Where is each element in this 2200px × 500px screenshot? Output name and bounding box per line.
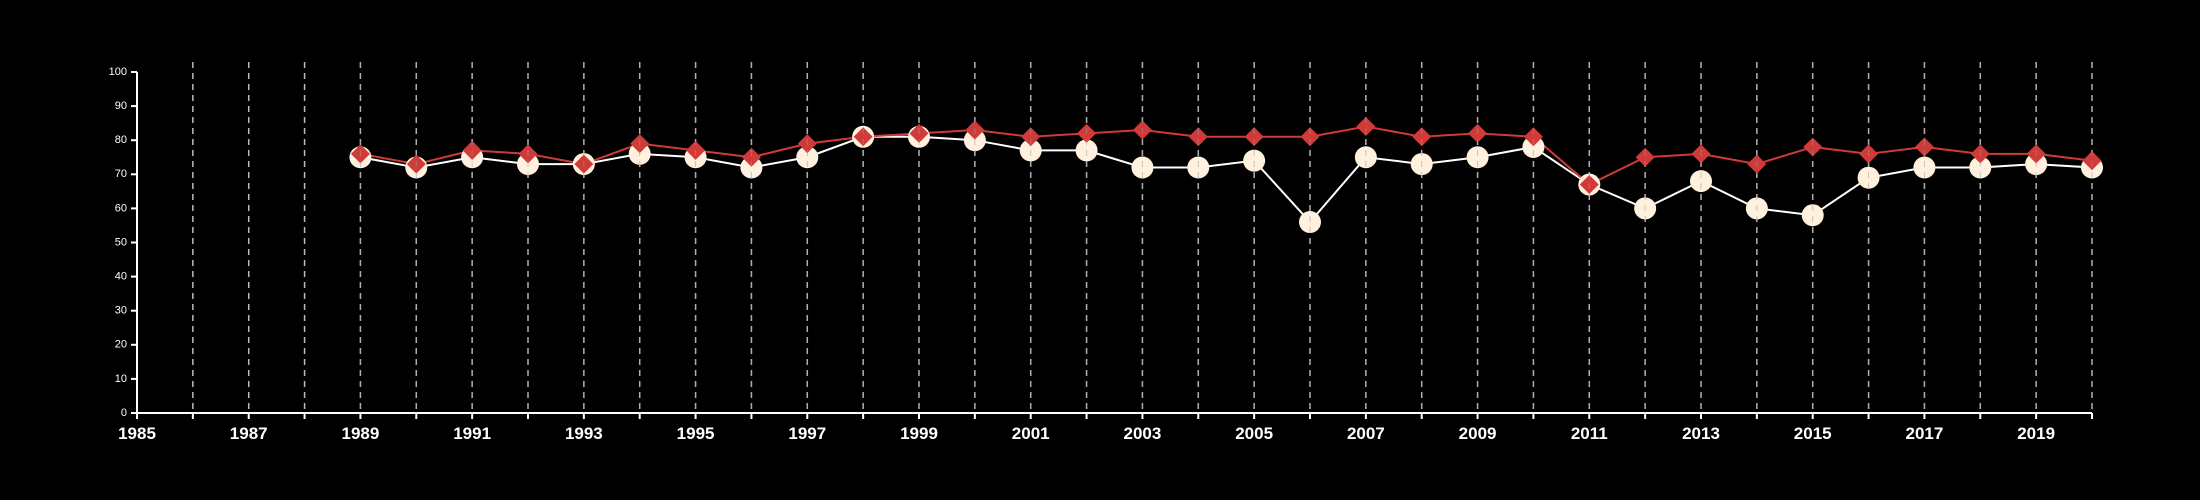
series-2-point (1635, 147, 1655, 167)
series-2-line (360, 125, 2093, 186)
series-1-point (1187, 156, 1210, 179)
x-tick-label: 1999 (900, 424, 938, 443)
x-tick-label: 1991 (453, 424, 491, 443)
series-2-point (2082, 151, 2102, 171)
series-1-point (796, 146, 819, 169)
series-2-point (1523, 127, 1543, 147)
x-tick-label: 1993 (565, 424, 603, 443)
x-tick-label: 1985 (118, 424, 156, 443)
series-1-point (1131, 156, 1154, 179)
x-tick-label: 2013 (1682, 424, 1720, 443)
series-1-point (740, 156, 763, 179)
y-tick-label: 50 (115, 236, 127, 248)
x-tick-label: 2007 (1347, 424, 1385, 443)
y-tick-label: 0 (121, 407, 127, 419)
x-tick-label: 1987 (230, 424, 268, 443)
x-tick-label: 2019 (2017, 424, 2055, 443)
series-2-point (1300, 127, 1320, 147)
x-tick-label: 2017 (1906, 424, 1944, 443)
y-tick-label: 20 (115, 339, 127, 351)
series-2-point (1188, 127, 1208, 147)
y-tick-label: 70 (115, 168, 127, 180)
series-2-point (853, 127, 873, 147)
marker-gridline-overlay (359, 62, 2093, 413)
series-1-point (1690, 170, 1712, 193)
y-tick-label: 10 (115, 373, 127, 385)
series-2-point (1803, 137, 1823, 157)
x-tick-label: 2009 (1459, 424, 1497, 443)
x-tick-label: 2015 (1794, 424, 1832, 443)
x-tick-label: 1997 (788, 424, 826, 443)
series-1-point (1522, 136, 1545, 159)
series-1-point (1354, 146, 1377, 169)
x-tick-label: 1995 (677, 424, 715, 443)
series-2-point (741, 147, 761, 167)
series-1-point (1969, 156, 1992, 179)
x-tick-label: 2001 (1012, 424, 1050, 443)
y-axis-ticks: 0 10 20 30 40 50 60 70 80 90 100 (109, 66, 137, 419)
series-2-point (1356, 117, 1376, 137)
series-layer (349, 117, 2103, 234)
series-1-point (1913, 156, 1936, 179)
x-tick-label: 2003 (1124, 424, 1162, 443)
series-1-point (1299, 211, 1321, 234)
series-1-point (1243, 149, 1266, 172)
y-tick-label: 90 (115, 100, 127, 112)
series-2-point (1021, 127, 1041, 147)
x-axis-ticks: 1985 1987 1989 1991 1993 1995 1997 1999 2001 2003… (118, 413, 2093, 443)
y-tick-label: 60 (115, 202, 127, 214)
y-tick-label: 80 (115, 134, 127, 146)
series-1-point (1466, 146, 1489, 169)
y-tick-label: 30 (115, 305, 127, 317)
series-2-point (1412, 127, 1432, 147)
series-2-point (1914, 137, 1934, 157)
series-1-point (1801, 204, 1824, 227)
series-2-point (1244, 127, 1264, 147)
y-tick-label: 100 (109, 66, 127, 78)
x-tick-label: 2005 (1235, 424, 1273, 443)
x-tick-label: 1989 (342, 424, 380, 443)
y-tick-label: 40 (115, 271, 127, 283)
x-tick-label: 2011 (1571, 424, 1608, 443)
